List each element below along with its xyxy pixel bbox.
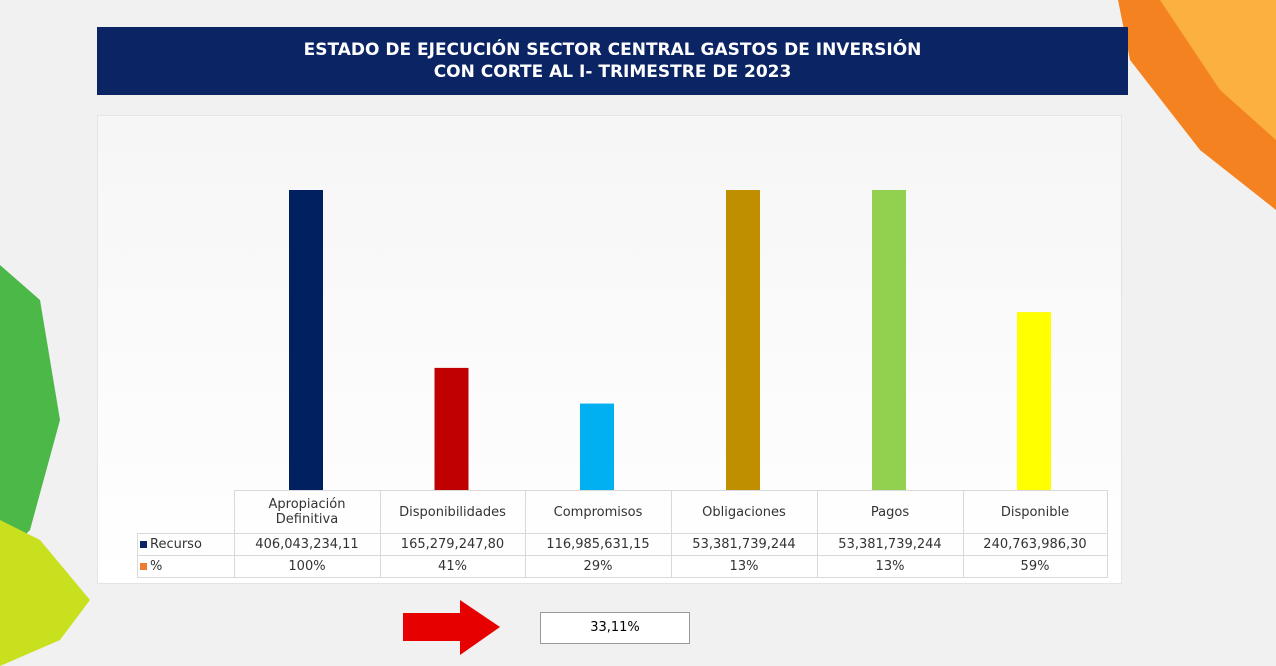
bar	[434, 367, 469, 490]
annotation: 33,11%	[540, 612, 690, 644]
chart-title: ESTADO DE EJECUCIÓN SECTOR CENTRAL GASTO…	[303, 40, 922, 60]
value-label: 406,043,234,11	[233, 533, 381, 556]
category-label: Apropiación Definitiva	[233, 490, 381, 534]
legend-label: Recurso	[150, 537, 202, 552]
decoration	[0, 265, 60, 560]
category-label: Obligaciones	[670, 490, 818, 534]
series-row: % 100% 41% 29% 13% 13% 59%	[137, 555, 1108, 578]
value-label: 240,763,986,30	[962, 533, 1108, 556]
category-label: Disponibilidades	[379, 490, 526, 534]
bar	[1017, 312, 1051, 490]
value-label: 13%	[670, 555, 818, 578]
legend-cell: %	[137, 555, 235, 578]
chart-subtitle: CON CORTE AL I- TRIMESTRE DE 2023	[433, 62, 792, 82]
bar	[580, 403, 614, 490]
data-table: Apropiación Definitiva Disponibilidades Co…	[137, 490, 1108, 578]
value-label: 116,985,631,15	[524, 533, 672, 556]
series-row: Recurso 406,043,234,11 165,279,247,80 116,9…	[137, 533, 1108, 556]
category-label: Compromisos	[524, 490, 672, 534]
value-label: 53,381,739,244	[670, 533, 818, 556]
header-row: Apropiación Definitiva Disponibilidades Co…	[138, 490, 1108, 534]
legend-key	[140, 541, 147, 548]
bar	[289, 190, 323, 490]
value-label: 13%	[816, 555, 964, 578]
value-label: 100%	[233, 555, 381, 578]
decoration	[0, 520, 90, 666]
category-label: Disponible	[962, 490, 1108, 534]
bar	[872, 190, 906, 490]
legend-label: %	[150, 559, 163, 574]
bar	[726, 190, 760, 490]
decoration	[1160, 0, 1276, 140]
title-banner: ESTADO DE EJECUCIÓN SECTOR CENTRAL GASTO…	[97, 27, 1128, 95]
value-label: 41%	[379, 555, 526, 578]
legend-key	[140, 563, 147, 570]
arrow	[403, 600, 500, 655]
value-label: 59%	[962, 555, 1108, 578]
